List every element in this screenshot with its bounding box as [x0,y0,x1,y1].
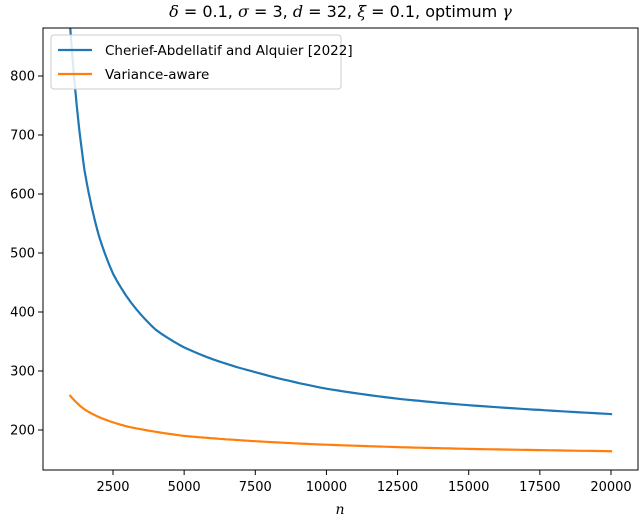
y-axis: 200 300 400 500 600 700 800 [10,70,43,439]
y-tick-label: 300 [10,365,35,380]
title-xi-value: = 0.1, optimum [366,2,503,21]
series-line-0 [69,28,613,416]
y-tick-label: 800 [10,70,35,85]
x-tick-label: 20000 [590,480,631,495]
legend-label-0: Cherief-Abdellatif and Alquier [2022] [105,43,353,59]
x-axis-label: n [335,502,344,517]
title-sigma: σ [237,2,249,21]
x-tick-label: 17500 [519,480,560,495]
legend-box [50,34,342,90]
chart-title: δ = 0.1, σ = 3, d = 32, ξ = 0.1, optimum… [43,2,638,21]
x-tick-label: 15000 [448,480,489,495]
title-d-value: = 32, [303,2,358,21]
series-line-1 [68,394,613,453]
y-tick-label: 600 [10,188,35,203]
y-tick-label: 200 [10,424,35,439]
legend-label-1: Variance-aware [105,67,209,83]
axes-frame [42,27,639,471]
title-d: d [292,2,304,21]
x-tick-label: 2500 [96,480,129,495]
title-xi: ξ [357,2,367,21]
title-sigma-value: = 3, [248,2,293,21]
x-axis: 2500 5000 7500 10000 12500 15000 17500 20000 [96,470,632,495]
x-tick-label: 7500 [239,480,272,495]
y-tick-label: 700 [10,129,35,144]
y-tick-label: 400 [10,306,35,321]
legend: Cherief-Abdellatif and Alquier [2022] Var… [50,34,353,90]
x-tick-label: 10000 [306,480,347,495]
plot-area [68,28,613,453]
title-gamma: γ [502,2,512,21]
title-delta-value: = 0.1, [178,2,238,21]
y-tick-label: 500 [10,247,35,262]
title-delta: δ [169,2,179,21]
x-tick-label: 12500 [377,480,418,495]
x-tick-label: 5000 [168,480,201,495]
